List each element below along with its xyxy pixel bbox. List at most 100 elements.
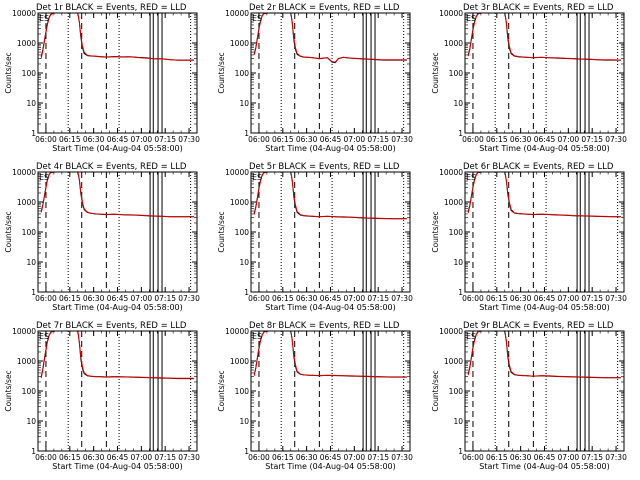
y-tick-label: 1 bbox=[31, 288, 36, 297]
series-line-lld bbox=[467, 172, 621, 218]
y-axis-label: Counts/sec bbox=[217, 52, 226, 93]
x-tick-label: 07:30 bbox=[605, 135, 627, 144]
y-tick-label: 10 bbox=[239, 99, 249, 108]
y-tick-label: 1 bbox=[244, 288, 249, 297]
x-tick-label: 06:00 bbox=[462, 453, 484, 462]
x-tick-label: 07:00 bbox=[344, 135, 366, 144]
panel-plot-area bbox=[467, 13, 621, 133]
panel-plot-area bbox=[467, 331, 621, 451]
x-tick-label: 06:30 bbox=[83, 294, 105, 303]
x-axis-label: Start Time (04-Aug-04 05:58:00) bbox=[265, 462, 396, 471]
y-tick-label: 10000 bbox=[225, 9, 249, 18]
x-tick-label: 07:15 bbox=[367, 294, 389, 303]
y-tick-label: 1000 bbox=[444, 198, 463, 207]
x-tick-label: 06:30 bbox=[296, 453, 318, 462]
corner-label: ES bbox=[252, 173, 262, 182]
x-axis-label: Start Time (04-Aug-04 05:58:00) bbox=[265, 303, 396, 312]
x-axis-label: Start Time (04-Aug-04 05:58:00) bbox=[479, 462, 610, 471]
x-tick-label: 06:30 bbox=[510, 453, 532, 462]
panel-plot-area bbox=[40, 13, 194, 133]
y-tick-label: 1000 bbox=[17, 39, 36, 48]
plot-frame bbox=[37, 12, 198, 134]
y-tick-label: 10000 bbox=[225, 168, 249, 177]
y-axis-label: Counts/sec bbox=[217, 211, 226, 252]
x-tick-label: 07:30 bbox=[605, 294, 627, 303]
panel-title: Det 1r BLACK = Events, RED = LLD bbox=[36, 3, 187, 13]
x-tick-label: 06:15 bbox=[486, 294, 508, 303]
panel-title: Det 4r BLACK = Events, RED = LLD bbox=[36, 162, 187, 172]
y-tick-label: 10000 bbox=[439, 168, 463, 177]
x-tick-label: 07:15 bbox=[581, 135, 603, 144]
x-tick-label: 07:15 bbox=[581, 453, 603, 462]
plot-frame bbox=[464, 12, 625, 134]
x-tick-label: 06:15 bbox=[486, 135, 508, 144]
x-tick-label: 06:15 bbox=[272, 294, 294, 303]
x-tick-label: 07:00 bbox=[344, 294, 366, 303]
corner-label: ES bbox=[252, 332, 262, 341]
x-axis-label: Start Time (04-Aug-04 05:58:00) bbox=[265, 144, 396, 153]
y-tick-label: 100 bbox=[235, 387, 250, 396]
series-line-events bbox=[40, 172, 194, 218]
y-tick-label: 10 bbox=[26, 417, 36, 426]
y-axis-label: Counts/sec bbox=[4, 52, 13, 93]
panel-title: Det 9r BLACK = Events, RED = LLD bbox=[463, 321, 614, 331]
series-line-lld bbox=[40, 13, 194, 61]
y-tick-label: 100 bbox=[22, 69, 37, 78]
y-tick-label: 10000 bbox=[225, 327, 249, 336]
series-line-lld bbox=[467, 331, 621, 379]
x-tick-label: 06:00 bbox=[35, 294, 57, 303]
series-line-lld bbox=[467, 13, 621, 61]
x-tick-label: 06:00 bbox=[248, 135, 270, 144]
x-tick-label: 06:15 bbox=[272, 453, 294, 462]
y-tick-label: 1000 bbox=[17, 198, 36, 207]
corner-label: ES bbox=[466, 173, 476, 182]
x-tick-label: 06:30 bbox=[296, 135, 318, 144]
corner-label: ES bbox=[466, 332, 476, 341]
y-tick-label: 1000 bbox=[230, 357, 249, 366]
y-tick-label: 10000 bbox=[439, 327, 463, 336]
x-tick-label: 07:30 bbox=[178, 453, 200, 462]
y-tick-label: 1000 bbox=[17, 357, 36, 366]
x-tick-label: 07:00 bbox=[344, 453, 366, 462]
y-tick-label: 10 bbox=[453, 99, 463, 108]
x-tick-label: 06:30 bbox=[510, 294, 532, 303]
series-line-events bbox=[253, 13, 407, 64]
plot-frame bbox=[250, 12, 411, 134]
corner-label: ES bbox=[39, 332, 49, 341]
x-tick-label: 06:45 bbox=[320, 294, 342, 303]
plot-frame bbox=[464, 171, 625, 293]
x-tick-label: 06:30 bbox=[510, 135, 532, 144]
corner-label: ES bbox=[39, 173, 49, 182]
x-tick-label: 07:00 bbox=[131, 294, 153, 303]
x-tick-label: 06:45 bbox=[107, 135, 129, 144]
x-tick-label: 06:15 bbox=[486, 453, 508, 462]
panel-plot-area bbox=[253, 331, 407, 451]
panel-plot-area bbox=[40, 331, 194, 451]
series-line-events bbox=[40, 13, 194, 61]
series-line-events bbox=[253, 172, 407, 220]
x-tick-label: 07:15 bbox=[581, 294, 603, 303]
x-tick-label: 06:15 bbox=[59, 453, 81, 462]
y-tick-label: 10000 bbox=[12, 327, 36, 336]
x-tick-label: 06:45 bbox=[320, 453, 342, 462]
y-tick-label: 10 bbox=[239, 258, 249, 267]
y-tick-label: 100 bbox=[449, 228, 464, 237]
x-tick-label: 07:30 bbox=[178, 294, 200, 303]
x-tick-label: 06:45 bbox=[107, 453, 129, 462]
x-tick-label: 07:15 bbox=[154, 135, 176, 144]
panel-plot-area bbox=[253, 13, 407, 133]
series-line-events bbox=[253, 331, 407, 378]
series-line-lld bbox=[253, 13, 407, 63]
y-axis-label: Counts/sec bbox=[4, 211, 13, 252]
y-tick-label: 1 bbox=[31, 447, 36, 456]
x-tick-label: 06:45 bbox=[534, 294, 556, 303]
x-tick-label: 07:00 bbox=[558, 294, 580, 303]
panel-plot-area bbox=[467, 172, 621, 292]
y-tick-label: 10 bbox=[453, 258, 463, 267]
series-line-lld bbox=[253, 331, 407, 378]
